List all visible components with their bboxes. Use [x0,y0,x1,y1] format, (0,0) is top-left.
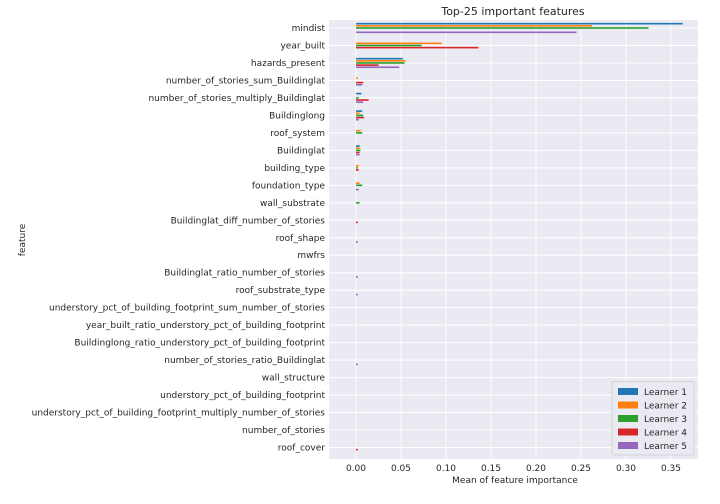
legend-label: Learner 5 [644,442,687,452]
y-tick-label: understory_pct_of_building_footprint_sum… [49,304,325,314]
y-tick-label: mindist [292,24,326,34]
bar-learner-5 [356,188,359,191]
y-tick-labels: mindist year_built hazards_present number_o… [32,24,326,454]
bar-learner-4 [356,169,359,171]
x-tick-label: 0.00 [346,464,366,474]
x-tick-label: 0.35 [661,464,681,474]
y-tick-label: wall_structure [262,374,326,384]
bar-learner-5 [356,241,358,243]
bar-learner-4 [356,116,365,119]
bars-group [356,22,683,451]
bar-learner-4 [356,448,358,451]
bar-learner-5 [356,83,363,86]
bar-learner-1 [356,92,362,95]
bar-learner-3 [356,132,363,134]
bar-learner-2 [356,112,360,115]
bar-learner-2 [356,60,406,62]
y-tick-label: Buildinglat_ratio_number_of_stories [164,269,325,279]
x-tick-labels: 0.00 0.05 0.10 0.15 0.20 0.25 0.30 0.35 [346,464,681,474]
legend-frame [611,381,695,456]
x-tick-label: 0.25 [571,464,591,474]
bar-learner-2 [356,42,442,45]
y-tick-label: number_of_stories_sum_Buildinglat [166,76,326,86]
y-tick-label: wall_substrate [260,199,325,209]
bar-learner-4 [356,46,479,49]
y-tick-label: building_type [264,164,325,174]
bar-learner-2 [356,147,360,150]
x-axis-label: Mean of feature importance [452,476,578,486]
y-tick-label: year_built_ratio_understory_pct_of_build… [86,321,326,331]
bar-learner-2 [356,182,360,184]
bar-learner-5 [356,363,358,366]
legend: Learner 1 Learner 2 Learner 3 Learner 4 Lear… [611,381,695,456]
y-tick-label: roof_substrate_type [236,286,326,296]
legend-swatch [618,428,638,436]
bar-learner-5 [356,276,358,278]
legend-swatch [618,415,638,422]
bar-learner-2 [356,164,359,167]
y-tick-label: Buildinglat_diff_number_of_stories [171,216,326,226]
bar-learner-5 [356,153,360,156]
bar-learner-5 [356,293,358,296]
x-tick-label: 0.15 [481,464,501,474]
legend-label: Learner 4 [644,429,687,439]
legend-swatch [618,442,638,449]
y-tick-label: understory_pct_of_building_footprint_mul… [32,409,326,419]
bar-learner-5 [356,31,577,34]
bar-learner-3 [356,27,649,29]
y-tick-label: year_built [280,41,325,51]
bar-learner-2 [356,77,358,80]
y-tick-label: number_of_stories_ratio_Buildinglat [164,356,325,366]
bar-learner-4 [356,99,369,101]
bar-learner-3 [356,167,358,169]
bar-learner-2 [356,129,361,132]
y-tick-label: number_of_stories [242,426,325,436]
x-tick-label: 0.20 [526,464,546,474]
bar-learner-1 [356,110,363,112]
bar-learner-2 [356,25,592,27]
bar-learner-3 [356,201,360,204]
y-tick-label: roof_cover [278,444,326,454]
legend-label: Learner 1 [644,388,687,398]
bar-learner-3 [356,62,405,64]
bar-learner-5 [356,101,364,104]
y-tick-label: Buildinglong [269,111,325,121]
bar-learner-1 [356,57,403,60]
legend-swatch [618,388,638,395]
bar-learner-4 [356,221,358,224]
bar-learner-4 [356,151,360,154]
y-tick-label: hazards_present [251,59,326,69]
y-tick-label: roof_shape [276,234,326,244]
bar-learner-4 [356,81,364,84]
y-tick-label: roof_system [270,129,325,139]
bar-learner-4 [356,64,379,66]
bar-learner-3 [356,184,363,187]
bar-learner-1 [356,22,683,25]
y-axis-label: feature [18,223,28,256]
bar-learner-3 [356,97,359,99]
bar-learner-3 [356,149,361,152]
bar-learner-5 [356,66,400,69]
legend-swatch [618,401,638,409]
bar-learner-1 [356,145,360,147]
y-tick-label: Buildinglat [277,146,326,156]
y-tick-label: foundation_type [252,181,326,191]
bar-learner-3 [356,44,422,47]
chart-title: Top-25 important features [440,5,585,18]
legend-label: Learner 3 [644,415,687,425]
legend-label: Learner 2 [644,402,687,412]
x-tick-label: 0.30 [616,464,636,474]
x-tick-label: 0.05 [391,464,411,474]
y-tick-label: mwfrs [297,251,325,261]
y-tick-label: number_of_stories_multiply_Buildinglat [148,94,325,104]
bar-learner-3 [356,114,364,117]
y-tick-label: understory_pct_of_building_footprint [160,391,325,401]
x-tick-label: 0.10 [436,464,456,474]
y-tick-label: Buildinglong_ratio_understory_pct_of_bui… [74,339,325,349]
bar-learner-5 [356,118,359,121]
